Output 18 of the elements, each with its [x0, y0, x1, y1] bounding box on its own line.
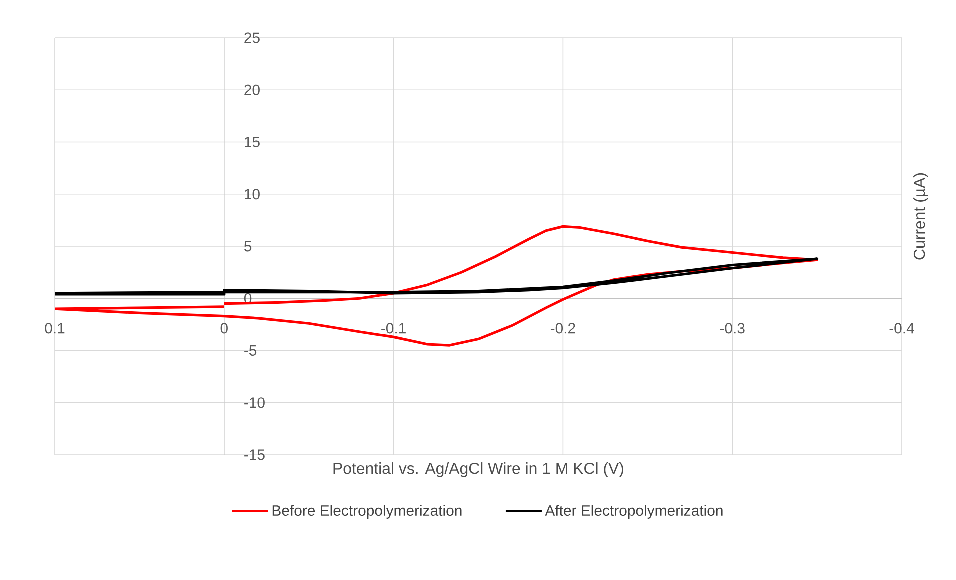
y-tick-label: -10 [244, 398, 265, 408]
x-axis-title: Potential vs. Ag/AgCl Wire in 1 M KCl (V) [334, 462, 624, 478]
y-tick-label: 10 [245, 189, 260, 200]
x-tick-label: -0.2 [550, 323, 576, 334]
legend-label: Before Electropolymerization [272, 505, 462, 519]
x-tick-label: 0.1 [45, 323, 65, 334]
y-tick-label: -5 [244, 346, 257, 356]
x-tick-label: -0.4 [890, 323, 914, 334]
y-tick-label: 5 [244, 241, 252, 252]
x-tick-label: -0.1 [382, 323, 406, 334]
x-tick-label: 0 [220, 323, 228, 334]
y-tick-label: 20 [244, 84, 260, 96]
y-tick-label: 15 [245, 137, 260, 148]
y-tick-label: 25 [244, 32, 260, 44]
y-axis-title: Current (µA) [914, 174, 928, 260]
legend-label: After Electropolymerization [545, 505, 723, 519]
y-tick-label: -15 [244, 450, 265, 460]
x-tick-label: -0.3 [720, 323, 745, 334]
